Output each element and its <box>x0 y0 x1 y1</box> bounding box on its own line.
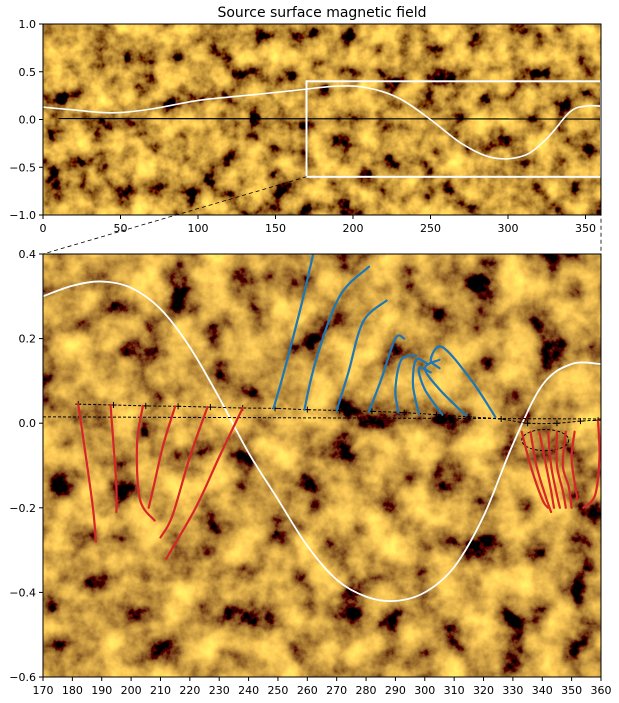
x-tick-label: 270 <box>326 684 347 697</box>
field-line-red <box>555 430 567 509</box>
x-tick-label: 180 <box>62 684 83 697</box>
field-line-red <box>109 403 118 514</box>
x-tick-label: 320 <box>473 684 494 697</box>
x-tick-label: 230 <box>209 684 230 697</box>
field-line-blue <box>411 357 429 415</box>
x-tick-label: 280 <box>356 684 377 697</box>
zoom-box <box>305 80 601 178</box>
field-line-blue <box>303 265 371 411</box>
y-tick-label: −0.2 <box>9 502 36 515</box>
x-tick-label: 300 <box>414 684 435 697</box>
x-tick-label: 50 <box>114 222 128 235</box>
y-tick-label: −1.0 <box>9 209 36 222</box>
footpoint-marker <box>433 411 440 418</box>
footpoint-marker <box>465 413 472 420</box>
field-line-red <box>529 430 553 514</box>
y-tick-label: 0.4 <box>19 248 37 261</box>
y-tick-label: 0.5 <box>19 66 37 79</box>
x-tick-label: 200 <box>343 222 364 235</box>
x-tick-label: 210 <box>150 684 171 697</box>
x-tick-label: 250 <box>267 684 288 697</box>
footpoint-marker <box>553 420 560 427</box>
x-tick-label: 290 <box>385 684 406 697</box>
field-line-red <box>561 430 573 509</box>
field-line-red <box>582 420 601 509</box>
field-line-red <box>77 403 97 543</box>
x-tick-label: 310 <box>444 684 465 697</box>
footpoint-marker <box>401 409 408 416</box>
footpoint-marker <box>498 415 505 422</box>
x-tick-label: 190 <box>91 684 112 697</box>
y-tick-label: 0.2 <box>19 333 37 346</box>
bottom-panel: 170 180 190 200 210 220 230 240 250 260 270 280 290 3… <box>9 248 611 697</box>
neutral-line <box>43 85 601 160</box>
footpoint-marker <box>577 418 584 425</box>
x-tick-label: 360 <box>591 684 612 697</box>
field-line-red <box>165 406 244 560</box>
connector-left <box>42 176 307 255</box>
field-line-blue <box>429 345 497 418</box>
y-tick-label: −0.4 <box>9 586 36 599</box>
field-line-red <box>159 406 209 539</box>
x-tick-label: 150 <box>265 222 286 235</box>
reference-line <box>43 416 601 420</box>
field-line-blue <box>367 334 406 413</box>
y-tick-label: 0.0 <box>19 114 37 127</box>
neutral-line <box>43 280 601 602</box>
x-tick-label: 100 <box>188 222 209 235</box>
x-tick-label: 0 <box>40 222 47 235</box>
field-line-blue <box>272 254 315 410</box>
x-tick-label: 240 <box>238 684 259 697</box>
chart-title: Source surface magnetic field <box>217 5 426 21</box>
zoom-connectors <box>42 176 602 255</box>
y-tick-label: −0.5 <box>9 161 36 174</box>
x-tick-label: 220 <box>179 684 200 697</box>
field-line-red <box>538 430 556 509</box>
x-tick-label: 340 <box>532 684 553 697</box>
field-line-blue <box>394 354 418 414</box>
y-tick-label: 1.0 <box>19 18 37 31</box>
x-tick-label: 350 <box>561 684 582 697</box>
x-tick-label: 170 <box>33 684 54 697</box>
footpoint-ellipse <box>521 429 570 452</box>
field-line-red <box>520 430 550 509</box>
x-tick-label: 350 <box>575 222 596 235</box>
x-tick-label: 260 <box>297 684 318 697</box>
footpoint-marker <box>524 420 531 427</box>
field-line-red <box>547 430 561 509</box>
field-line-red <box>135 404 156 522</box>
x-tick-label: 200 <box>121 684 142 697</box>
field-line-red <box>147 405 177 509</box>
x-tick-label: 330 <box>502 684 523 697</box>
field-line-red <box>570 430 579 501</box>
field-line-blue <box>335 299 388 412</box>
x-tick-label: 300 <box>498 222 519 235</box>
x-tick-label: 250 <box>420 222 441 235</box>
y-tick-label: 0.0 <box>19 417 37 430</box>
y-tick-label: −0.6 <box>9 671 36 684</box>
top-panel: 0 50 100 150 200 250 300 350 1.0 0.5 0.0 −0.5 −1.0 <box>9 18 602 235</box>
